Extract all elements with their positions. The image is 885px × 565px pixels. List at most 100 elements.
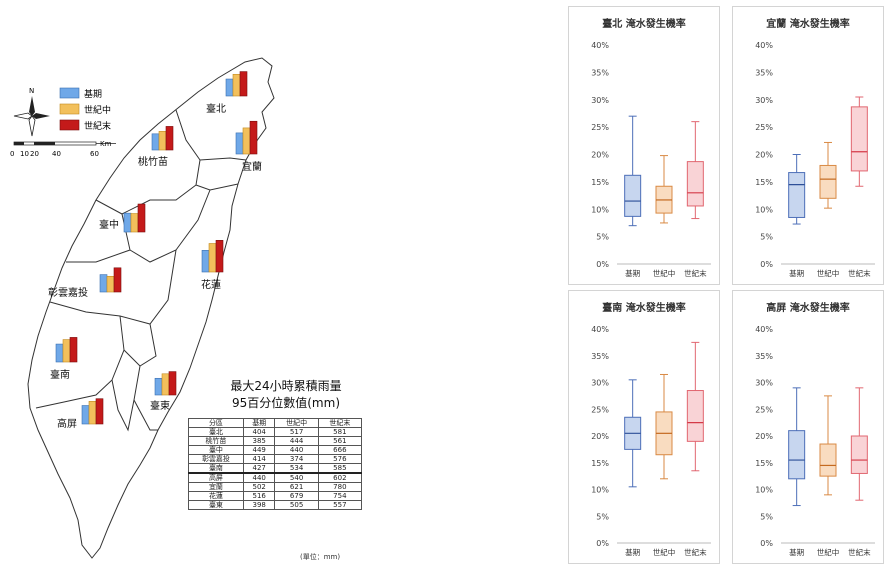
y-tick-label: 40% [591, 41, 609, 50]
map-bar [249, 120, 258, 155]
table-unit: (單位：mm) [300, 553, 341, 561]
region-label-taitung: 臺東 [150, 399, 170, 412]
y-tick-label: 30% [591, 379, 609, 388]
y-tick-label: 30% [755, 379, 773, 388]
y-tick-label: 15% [755, 459, 773, 468]
table-row: 彰雲嘉投 414 374 576 [188, 454, 363, 464]
x-tick-label: 基期 [625, 268, 640, 278]
chart-title: 高屏 淹水發生機率 [766, 301, 849, 314]
legend-swatch-end [59, 119, 80, 131]
scale-bar: 0 10 20 40 60 Km [10, 140, 116, 158]
table-cell-value: 754 [317, 491, 363, 501]
legend-swatch-base [59, 87, 80, 99]
map-bar [123, 212, 132, 233]
scale-tick-60: 60 [90, 150, 99, 158]
map-bar [81, 405, 90, 425]
table-cell-value: 427 [242, 463, 276, 474]
box [686, 161, 704, 207]
y-tick-label: 20% [755, 432, 773, 441]
map-bar [232, 73, 241, 97]
table-row: 高屏 440 540 602 [188, 472, 363, 483]
y-tick-label: 25% [591, 405, 609, 414]
table-header: 基期 [242, 418, 276, 428]
chart-title: 宜蘭 淹水發生機率 [766, 17, 849, 30]
table-cell-value: 621 [274, 482, 319, 492]
table-cell-value: 666 [317, 445, 363, 455]
map-bar [88, 401, 97, 425]
region-label-changyunchiatou: 彰雲嘉投 [48, 286, 88, 299]
y-tick-label: 15% [591, 459, 609, 468]
x-tick-label: 基期 [789, 268, 804, 278]
table-cell-value: 540 [274, 472, 319, 483]
scale-unit: Km [100, 140, 112, 148]
map-bar [62, 339, 71, 363]
x-tick-label: 世紀中 [653, 268, 676, 278]
map-title: 最大24小時累積雨量 95百分位數值(mm) [196, 378, 376, 412]
table-cell-region: 高屏 [188, 472, 244, 483]
map-bar [239, 71, 248, 97]
chart-title: 臺北 淹水發生機率 [602, 17, 685, 30]
box [819, 164, 837, 199]
y-tick-label: 35% [755, 68, 773, 77]
table-cell-value: 502 [242, 482, 276, 492]
map-bar [69, 337, 78, 363]
map-bar [235, 132, 244, 155]
region-label-yilan: 宜蘭 [242, 160, 262, 173]
x-tick-label: 世紀末 [684, 547, 707, 557]
map-bar [168, 371, 177, 396]
region-label-kaoping: 高屏 [57, 417, 77, 430]
legend-label-mid: 世紀中 [84, 104, 111, 116]
legend-swatch-mid [59, 103, 80, 115]
table-row: 桃竹苗 385 444 561 [188, 436, 363, 446]
map-bar [137, 203, 146, 233]
scale-tick-0: 0 [10, 150, 14, 158]
y-tick-label: 10% [755, 486, 773, 495]
table-cell-value: 561 [317, 436, 363, 446]
y-tick-label: 10% [591, 205, 609, 214]
map-bar [106, 275, 115, 293]
box [819, 443, 837, 477]
table-cell-value: 404 [242, 427, 276, 437]
table-cell-value: 398 [242, 500, 276, 510]
table-cell-region: 臺中 [188, 445, 244, 455]
y-tick-label: 0% [760, 539, 773, 548]
table-cell-region: 桃竹苗 [188, 436, 244, 446]
table-cell-value: 517 [274, 427, 319, 437]
table-cell-value: 440 [242, 472, 276, 483]
region-label-tainan: 臺南 [50, 368, 70, 381]
y-tick-label: 25% [591, 123, 609, 132]
x-tick-label: 世紀中 [817, 268, 840, 278]
y-tick-label: 10% [591, 486, 609, 495]
map-bar [201, 250, 210, 273]
region-label-taichung: 臺中 [99, 218, 119, 231]
table-cell-region: 彰雲嘉投 [188, 454, 244, 464]
legend-label-end: 世紀末 [84, 120, 111, 132]
region-label-taozhumiao: 桃竹苗 [138, 155, 168, 168]
table-cell-value: 440 [274, 445, 319, 455]
table-cell-value: 449 [242, 445, 276, 455]
table-cell-value: 557 [317, 500, 363, 510]
map-bar-charts [55, 71, 258, 425]
table-row: 宜蘭 502 621 780 [188, 482, 363, 492]
map-bar [215, 240, 224, 273]
compass-icon: N [13, 87, 50, 137]
y-tick-label: 0% [760, 260, 773, 269]
y-tick-label: 35% [755, 352, 773, 361]
y-tick-label: 5% [596, 233, 609, 242]
x-tick-label: 世紀末 [848, 547, 871, 557]
scale-tick-20: 20 [30, 150, 39, 158]
region-label-hualien: 花蓮 [201, 278, 221, 291]
x-tick-label: 世紀中 [653, 547, 676, 557]
table-row: 臺北 404 517 581 [188, 427, 363, 437]
scale-tick-10: 10 [20, 150, 29, 158]
y-tick-label: 20% [591, 432, 609, 441]
map-bar [113, 267, 122, 293]
table-header: 世紀末 [317, 418, 363, 428]
boxplot-panel-yilan: 宜蘭 淹水發生機率 0% 5% 10% 15% 20% 25% 30% 35% 40% 基期 世紀中世… [732, 6, 884, 285]
box [850, 435, 868, 474]
map-bar [158, 131, 167, 151]
box [850, 106, 868, 172]
y-tick-label: 20% [591, 151, 609, 160]
x-tick-label: 基期 [625, 547, 640, 557]
table-cell-value: 444 [274, 436, 319, 446]
